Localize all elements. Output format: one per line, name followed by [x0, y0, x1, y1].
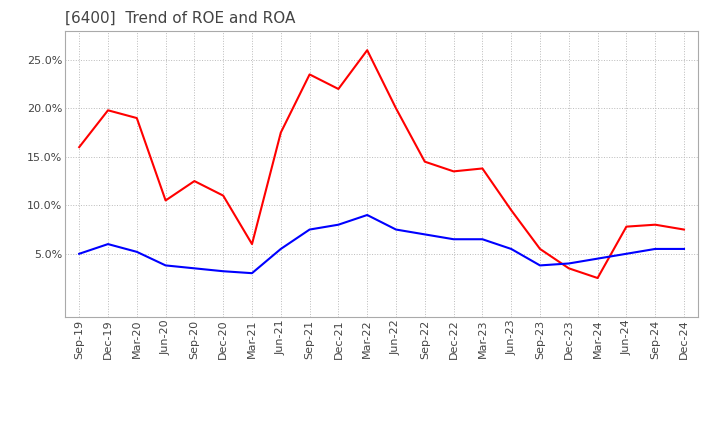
ROE	[680, 227, 688, 232]
ROE	[104, 108, 112, 113]
ROA	[622, 251, 631, 257]
ROA	[449, 237, 458, 242]
Line: ROA: ROA	[79, 215, 684, 273]
ROA	[219, 268, 228, 274]
ROE	[190, 179, 199, 184]
ROE	[507, 208, 516, 213]
ROE	[363, 48, 372, 53]
ROE	[305, 72, 314, 77]
ROA	[248, 271, 256, 276]
ROA	[420, 232, 429, 237]
Line: ROE: ROE	[79, 50, 684, 278]
ROE	[420, 159, 429, 164]
ROA	[680, 246, 688, 252]
ROA	[564, 261, 573, 266]
ROA	[536, 263, 544, 268]
ROE	[536, 246, 544, 252]
ROA	[104, 242, 112, 247]
ROE	[132, 115, 141, 121]
ROA	[334, 222, 343, 227]
ROA	[363, 213, 372, 218]
ROE	[248, 242, 256, 247]
ROE	[161, 198, 170, 203]
ROE	[651, 222, 660, 227]
ROA	[276, 246, 285, 252]
ROE	[392, 106, 400, 111]
ROE	[622, 224, 631, 229]
ROA	[392, 227, 400, 232]
ROE	[75, 144, 84, 150]
Text: [6400]  Trend of ROE and ROA: [6400] Trend of ROE and ROA	[65, 11, 295, 26]
ROA	[161, 263, 170, 268]
ROE	[219, 193, 228, 198]
ROE	[334, 86, 343, 92]
ROA	[507, 246, 516, 252]
ROE	[449, 169, 458, 174]
ROA	[651, 246, 660, 252]
ROA	[190, 266, 199, 271]
ROE	[276, 130, 285, 135]
ROA	[478, 237, 487, 242]
ROE	[564, 266, 573, 271]
ROE	[593, 275, 602, 281]
ROA	[132, 249, 141, 254]
ROA	[305, 227, 314, 232]
ROE	[478, 166, 487, 171]
ROA	[593, 256, 602, 261]
ROA	[75, 251, 84, 257]
